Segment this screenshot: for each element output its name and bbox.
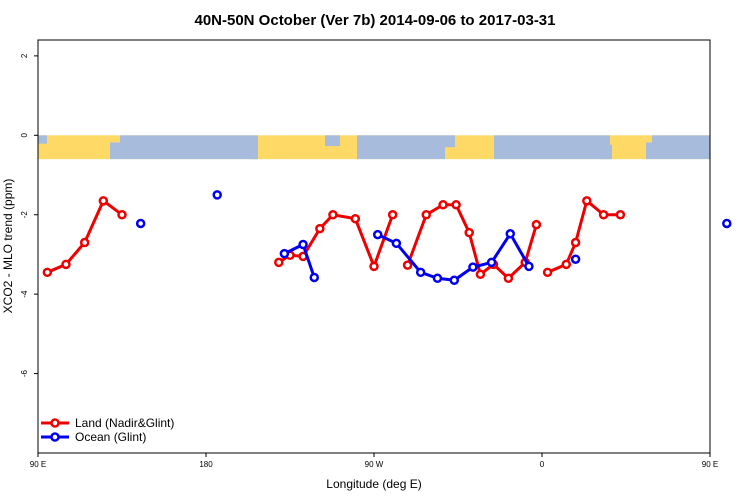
legend-item: Ocean (Glint) [41,430,146,444]
data-point [328,209,338,220]
data-point [61,259,71,270]
legend-swatch-marker [50,432,60,442]
y-tick-label: 2 [20,53,29,58]
plot-frame [37,39,711,454]
y-tick-label: -2 [20,211,29,219]
map-ocean-inlet [38,135,47,144]
data-point [615,209,626,220]
data-point [212,190,222,200]
data-point [570,237,581,248]
world-map-band [38,135,710,160]
series-line [283,243,316,278]
data-point [451,200,461,210]
map-ocean-inlet [445,135,455,148]
data-point [524,261,534,272]
x-tick-label: 0 [540,460,545,469]
x-tick-label: 90 E [30,460,46,469]
data-point [561,259,572,270]
y-axis-label: XCO2 - MLO trend (ppm) [1,179,15,314]
data-point [438,200,448,210]
data-point [475,269,486,280]
data-point [505,229,516,239]
x-axis-label: Longitude (deg E) [326,477,421,491]
data-point [298,239,308,250]
series-land [42,196,626,284]
legend-swatch-marker [50,418,60,428]
x-tick-label: 90 E [702,460,718,469]
map-ocean-inlet [250,147,258,160]
data-point [722,218,732,229]
data-point [598,209,609,220]
data-point [274,257,284,268]
data-point [432,273,443,284]
series-ocean [135,190,732,286]
data-point [531,219,542,230]
data-point [391,238,402,249]
map-ocean-region [652,135,710,160]
x-tick-label: 180 [199,460,213,469]
data-point [135,218,146,229]
data-point [117,209,127,220]
legend: Land (Nadir&Glint)Ocean (Glint) [41,416,174,444]
series-line [46,199,123,274]
data-point [279,248,290,259]
data-point [369,261,379,272]
legend-label: Land (Nadir&Glint) [75,416,174,430]
data-point [402,260,413,270]
data-point [542,267,553,278]
map-ocean-region [120,135,258,160]
series-line [377,232,531,282]
map-ocean-inlet [110,142,120,160]
data-point [449,275,460,286]
y-tick-label: 0 [20,133,29,138]
axis-ticks: 90 E 180 90 W 0 90 E 2 0 -2 -4 -6 [20,53,718,469]
data-point [309,272,320,283]
data-point [98,196,109,206]
data-point [350,213,361,224]
map-ocean-inlet [646,142,652,160]
data-point [79,237,90,248]
x-tick-label: 90 W [365,460,384,469]
data-point [315,223,325,234]
data-point [42,267,53,278]
legend-label: Ocean (Glint) [75,430,146,444]
data-point [415,267,426,278]
y-tick-label: -4 [20,290,29,298]
data-point [503,273,514,284]
series-line [277,213,395,268]
legend-item: Land (Nadir&Glint) [41,416,174,430]
chart-title: 40N-50N October (Ver 7b) 2014-09-06 to 2… [194,12,555,29]
series-line [406,203,538,280]
map-ocean-region [494,135,610,160]
series-line [547,199,621,274]
map-ocean-region [357,135,445,160]
data-point [421,209,432,220]
y-tick-label: -6 [20,369,29,377]
data-point [486,257,497,268]
data-point [387,209,398,220]
data-point [464,227,474,238]
map-ocean-inlet [325,135,340,147]
map-ocean-inlet [600,144,612,160]
data-point [570,254,581,264]
data-point [582,196,592,206]
data-point [372,229,383,240]
series-layer [42,190,732,286]
data-point [468,262,478,272]
